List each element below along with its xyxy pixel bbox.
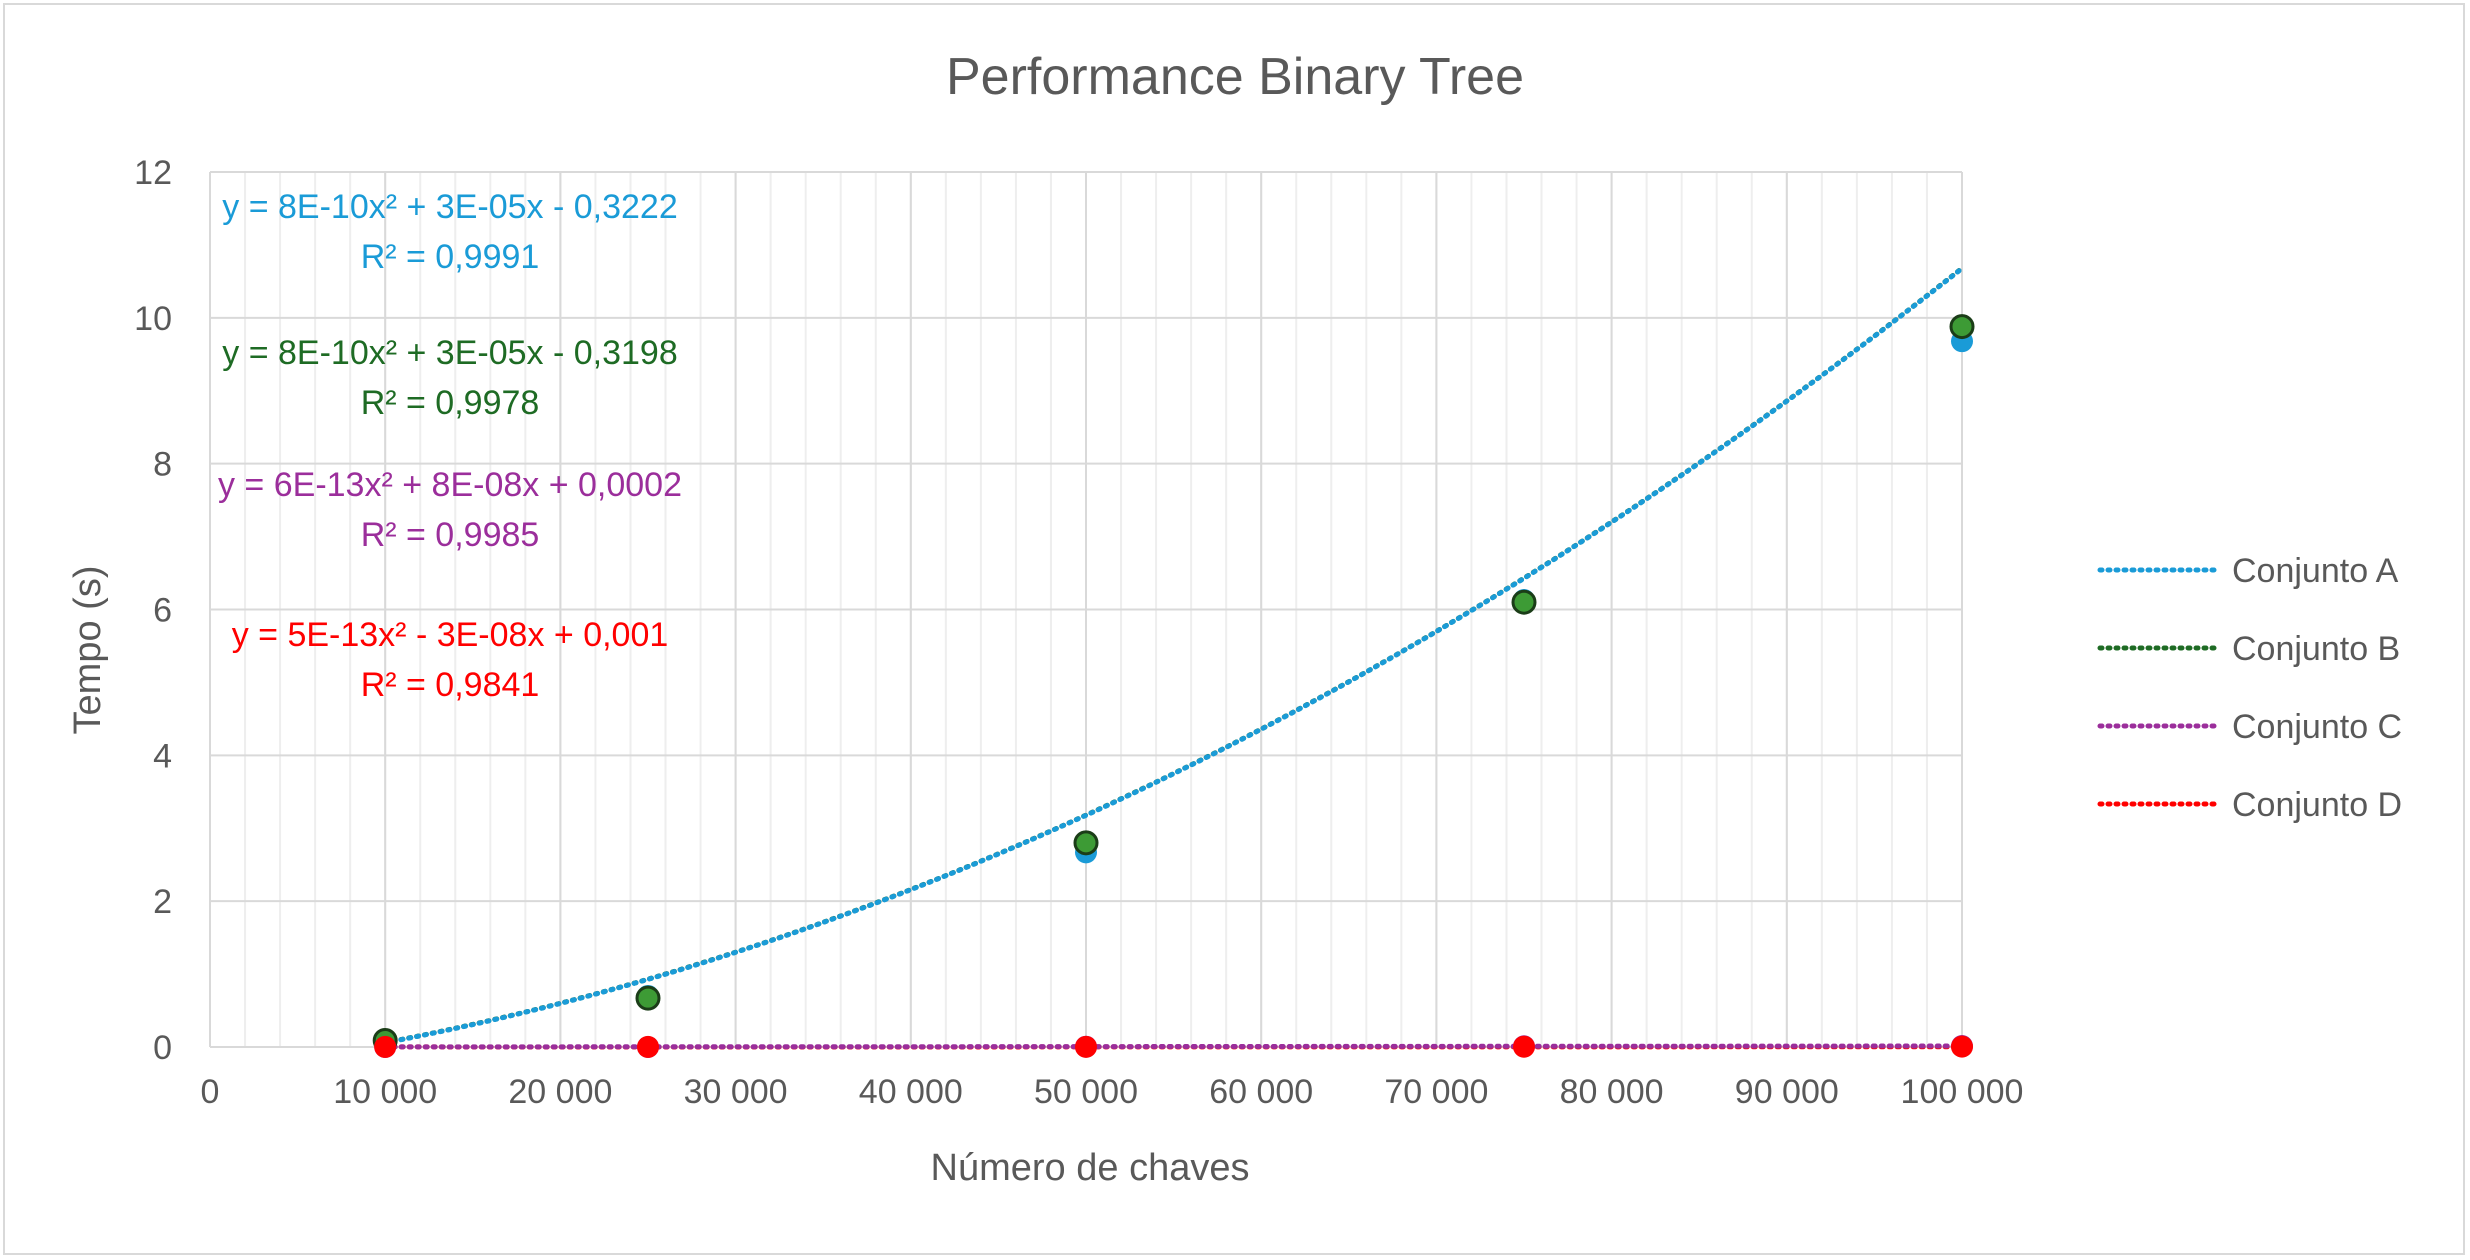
y-axis-ticks: 0 2 4 6 8 10 12 [134, 154, 172, 1067]
x-tick-label: 90 000 [1735, 1073, 1839, 1111]
legend: Conjunto A Conjunto B Conjunto C Conjunto D [2097, 552, 2402, 824]
x-tick-label: 40 000 [859, 1073, 963, 1111]
x-axis-title: Número de chaves [931, 1147, 1250, 1189]
legend-label: Conjunto B [2232, 630, 2400, 668]
trendline-equation: y = 6E-13x² + 8E-08x + 0,0002 [218, 466, 682, 504]
y-tick-label: 4 [153, 737, 172, 775]
major-gridlines [209, 171, 1963, 1048]
trendline-conjunto-a [382, 265, 1965, 1046]
r-squared-label: R² = 0,9978 [361, 384, 540, 422]
trendline-equation: y = 8E-10x² + 3E-05x - 0,3222 [222, 188, 677, 226]
x-tick-label: 30 000 [684, 1073, 788, 1111]
y-tick-label: 0 [153, 1029, 172, 1067]
data-points [372, 314, 1975, 1058]
x-tick-label: 20 000 [508, 1073, 612, 1111]
x-tick-label: 0 [201, 1073, 220, 1111]
x-tick-label: 50 000 [1034, 1073, 1138, 1111]
y-axis-title: Tempo (s) [67, 566, 109, 735]
y-tick-label: 12 [134, 154, 172, 192]
x-tick-label: 10 000 [333, 1073, 437, 1111]
x-tick-label: 70 000 [1384, 1073, 1488, 1111]
legend-label: Conjunto C [2232, 708, 2402, 746]
chart-title: Performance Binary Tree [946, 48, 1524, 106]
r-squared-label: R² = 0,9991 [361, 238, 540, 276]
data-point-conjunto-d [1075, 1035, 1097, 1058]
data-point-conjunto-b [1073, 830, 1099, 856]
legend-label: Conjunto D [2232, 786, 2402, 824]
x-axis-ticks: 0 10 000 20 000 30 000 40 000 50 000 60 000 70 … [201, 1073, 2024, 1111]
x-tick-label: 100 000 [1901, 1073, 2024, 1111]
x-tick-label: 60 000 [1209, 1073, 1313, 1111]
data-point-conjunto-d [637, 1035, 659, 1058]
x-tick-label: 80 000 [1560, 1073, 1664, 1111]
trendline-equation: y = 5E-13x² - 3E-08x + 0,001 [232, 616, 669, 654]
trendline-equations: y = 8E-10x² + 3E-05x - 0,3222 R² = 0,9991… [218, 188, 682, 704]
data-point-conjunto-b [635, 985, 661, 1011]
legend-label: Conjunto A [2232, 552, 2399, 590]
trendline-equation: y = 8E-10x² + 3E-05x - 0,3198 [222, 334, 677, 372]
trendlines [382, 265, 1965, 1050]
data-point-conjunto-d [374, 1035, 397, 1058]
data-point-conjunto-b [1511, 589, 1537, 615]
y-tick-label: 2 [153, 883, 172, 921]
data-point-conjunto-b [1949, 314, 1975, 340]
data-point-conjunto-d [1513, 1035, 1535, 1058]
y-tick-label: 10 [134, 300, 172, 338]
trendline-conjunto-b [382, 265, 1965, 1046]
y-tick-label: 6 [153, 592, 172, 630]
r-squared-label: R² = 0,9985 [361, 516, 540, 554]
y-tick-label: 8 [153, 446, 172, 484]
r-squared-label: R² = 0,9841 [361, 666, 540, 704]
data-point-conjunto-d [1951, 1035, 1973, 1058]
